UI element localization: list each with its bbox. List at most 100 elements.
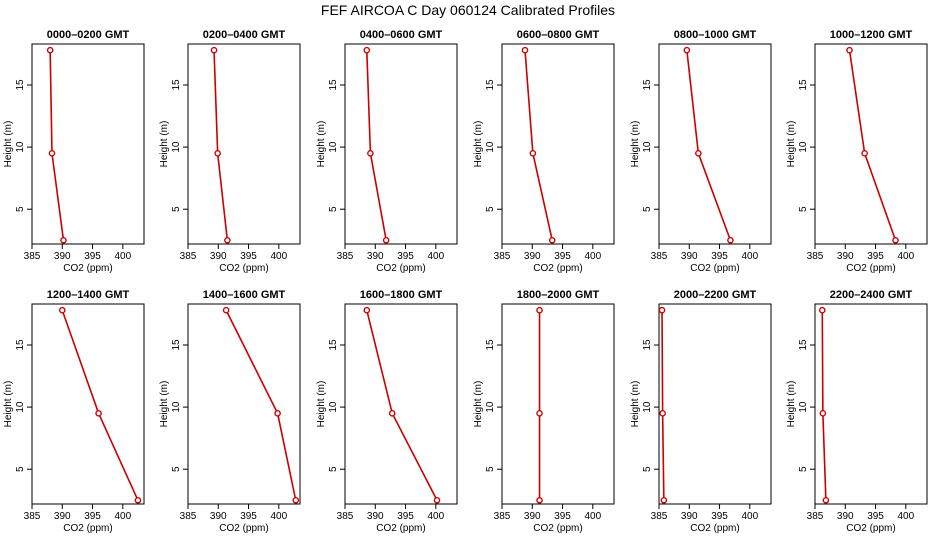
panel-title: 1400–1600 GMT: [203, 289, 286, 301]
x-tick-label: 400: [584, 251, 601, 262]
y-tick-label: 5: [15, 206, 26, 212]
profile-line: [366, 310, 438, 501]
y-axis-label: Height (m): [159, 381, 170, 428]
profile-line: [213, 50, 229, 241]
x-axis-label: CO2 (ppm): [63, 263, 112, 274]
y-axis-label: Height (m): [786, 121, 797, 168]
data-point: [46, 46, 54, 54]
plot-frame: [501, 303, 615, 505]
y-tick-label: 10: [328, 401, 339, 413]
x-tick-label: 395: [711, 251, 728, 262]
x-tick-label: 400: [114, 511, 131, 522]
panel-10: 2000–2200 GMT 385 390 395 400 5 10 15 CO2 (ppm) H…: [630, 289, 772, 534]
y-axis-label: Height (m): [630, 121, 641, 168]
plot-frame: [31, 303, 145, 505]
x-tick-label: 385: [651, 251, 668, 262]
data-point: [224, 236, 231, 244]
x-axis-label: CO2 (ppm): [533, 523, 582, 534]
x-tick-label: 390: [54, 251, 71, 262]
x-axis-label: CO2 (ppm): [846, 263, 895, 274]
x-tick-label: 385: [337, 251, 354, 262]
y-tick-label: 10: [15, 141, 26, 153]
profile-line: [61, 309, 139, 501]
x-tick-label: 395: [554, 251, 571, 262]
x-tick-label: 385: [24, 511, 41, 522]
y-tick-label: 5: [15, 466, 26, 472]
x-tick-label: 390: [367, 251, 384, 262]
panel-7: 1400–1600 GMT 385 390 395 400 5 10 15 CO2 (ppm) H…: [159, 289, 301, 534]
data-point: [819, 410, 827, 417]
x-tick-label: 395: [711, 511, 728, 522]
x-axis-label: CO2 (ppm): [690, 523, 739, 534]
x-tick-label: 400: [270, 251, 287, 262]
data-point: [363, 306, 371, 314]
y-tick-label: 15: [171, 79, 182, 91]
y-tick-label: 15: [15, 79, 26, 91]
y-tick-label: 15: [328, 79, 339, 91]
y-tick-label: 10: [485, 141, 496, 153]
y-axis-label: Height (m): [3, 381, 14, 428]
data-point: [382, 236, 390, 244]
data-point: [659, 410, 666, 417]
data-point: [134, 496, 142, 504]
data-point: [433, 496, 441, 504]
x-tick-label: 400: [897, 511, 914, 522]
data-point: [536, 306, 543, 314]
data-point: [521, 46, 529, 54]
data-point: [367, 150, 374, 157]
x-tick-label: 390: [367, 511, 384, 522]
x-tick-label: 400: [741, 511, 758, 522]
x-tick-label: 395: [84, 511, 101, 522]
x-tick-label: 395: [397, 251, 414, 262]
y-axis-label: Height (m): [786, 381, 797, 428]
x-tick-label: 400: [897, 251, 914, 262]
panel-title: 1200–1400 GMT: [47, 289, 130, 301]
x-tick-label: 390: [524, 251, 541, 262]
plot-frame: [501, 43, 615, 245]
plot-frame: [344, 303, 458, 505]
panel-4: 0800–1000 GMT 385 390 395 400 5 10 15 CO2 (ppm) H…: [630, 29, 772, 274]
panel-title: 0400–0600 GMT: [360, 29, 443, 41]
data-point: [210, 46, 218, 54]
panel-3: 0600–0800 GMT 385 390 395 400 5 10 15 CO2 (ppm) H…: [473, 29, 615, 274]
y-axis-label: Height (m): [473, 381, 484, 428]
panel-title: 1800–2000 GMT: [517, 289, 600, 301]
panel-6: 1200–1400 GMT 385 390 395 400 5 10 15 CO2 (ppm) H…: [3, 289, 145, 534]
y-tick-label: 10: [171, 401, 182, 413]
x-axis-label: CO2 (ppm): [690, 263, 739, 274]
y-tick-label: 15: [171, 339, 182, 351]
y-tick-label: 15: [485, 79, 496, 91]
panel-title: 0600–0800 GMT: [517, 29, 600, 41]
panel-2: 0400–0600 GMT 385 390 395 400 5 10 15 CO2 (ppm) H…: [316, 29, 458, 274]
panel-1: 0200–0400 GMT 385 390 395 400 5 10 15 CO2 (ppm) H…: [159, 29, 301, 274]
x-axis-label: CO2 (ppm): [219, 263, 268, 274]
panel-0: 0000–0200 GMT 385 390 395 400 5 10 15 CO2 (ppm) H…: [3, 29, 145, 274]
x-tick-label: 385: [180, 511, 197, 522]
y-axis-label: Height (m): [3, 121, 14, 168]
x-tick-label: 400: [427, 251, 444, 262]
y-tick-label: 5: [642, 466, 653, 472]
figure-title: FEF AIRCOA C Day 060124 Calibrated Profi…: [320, 2, 616, 18]
data-point: [292, 496, 300, 504]
plot-frame: [658, 303, 772, 505]
panel-title: 2000–2200 GMT: [674, 289, 757, 301]
data-point: [363, 46, 371, 54]
y-tick-label: 10: [642, 141, 653, 153]
x-tick-label: 390: [681, 251, 698, 262]
data-point: [695, 150, 702, 157]
data-point: [818, 306, 826, 314]
data-point: [658, 306, 666, 314]
x-tick-label: 390: [837, 511, 854, 522]
data-point: [536, 496, 543, 504]
data-point: [727, 236, 734, 244]
x-tick-label: 390: [54, 511, 71, 522]
plot-frame: [187, 303, 301, 505]
y-axis-label: Height (m): [473, 121, 484, 168]
x-axis-label: CO2 (ppm): [376, 263, 425, 274]
data-point: [222, 306, 230, 314]
x-tick-label: 385: [494, 511, 511, 522]
y-tick-label: 10: [798, 401, 809, 413]
x-axis-label: CO2 (ppm): [846, 523, 895, 534]
y-tick-label: 15: [798, 339, 809, 351]
x-tick-label: 385: [651, 511, 668, 522]
